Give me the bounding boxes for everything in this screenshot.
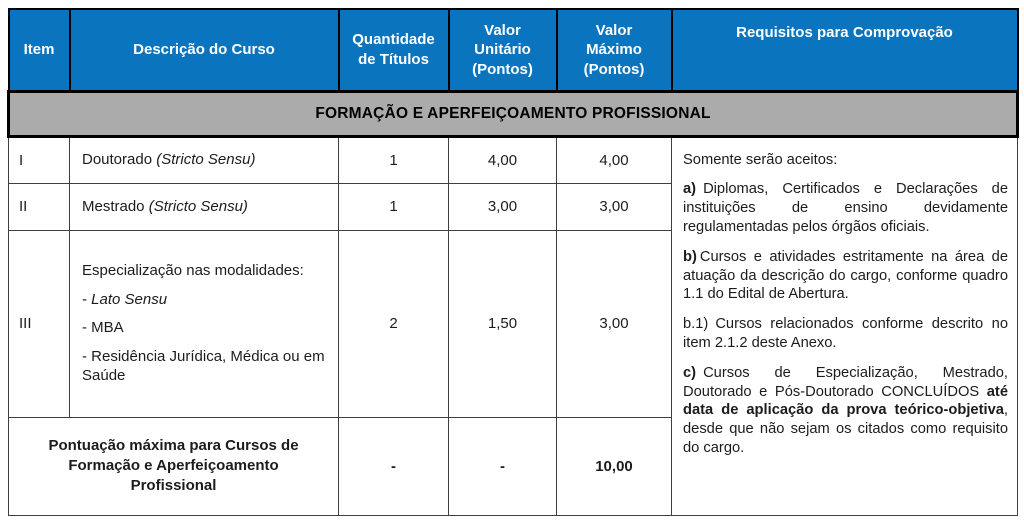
valor-unitario-cell: 1,50 bbox=[448, 229, 557, 418]
footer-row: Pontuação máxima para Cursos de Formação… bbox=[8, 416, 1018, 516]
section-banner: FORMAÇÃO E APERFEIÇOAMENTO PROFISSIONAL bbox=[7, 89, 1019, 138]
requirement-b-label: b) bbox=[683, 248, 697, 265]
valor-maximo-cell: 3,00 bbox=[556, 182, 672, 231]
requirement-b-text: Cursos e atividades estritamente na área… bbox=[683, 248, 1008, 303]
dash: - bbox=[82, 290, 92, 308]
requirement-item-b1: b.1) Cursos relacionados conforme descrit… bbox=[683, 315, 1008, 353]
item-cell: II bbox=[8, 182, 70, 231]
footer-valor-maximo-cell: 10,00 bbox=[556, 416, 672, 516]
requirement-c-text1: Cursos de Especialização, Mestrado, Dout… bbox=[683, 364, 1008, 400]
descricao-cell: Doutorado (Stricto Sensu) bbox=[69, 135, 339, 184]
col-header-valor-unitario: Valor Unitário (Pontos) bbox=[447, 8, 558, 92]
quantidade-cell: 1 bbox=[338, 182, 449, 231]
course-scoring-table-wrap: Item Descrição do Curso Quantidade de Tí… bbox=[7, 8, 1019, 516]
table-row-1: I Doutorado (Stricto Sensu) 1 4,00 4,00 … bbox=[8, 135, 1018, 516]
requirement-item-a: a) Diplomas, Certificados e Declarações d… bbox=[683, 180, 1008, 236]
modalidade-mba: - MBA bbox=[82, 319, 124, 337]
modalidade-residencia: - Residência Jurídica, Médica ou em Saúd… bbox=[82, 347, 325, 385]
requirement-item-b: b) Cursos e atividades estritamente na ár… bbox=[683, 248, 1008, 304]
item-cell: I bbox=[8, 135, 70, 184]
section-banner-row: FORMAÇÃO E APERFEIÇOAMENTO PROFISSIONAL bbox=[7, 89, 1019, 138]
requirement-intro: Somente serão aceitos: bbox=[683, 151, 838, 168]
course-scoring-table: Item Descrição do Curso Quantidade de Tí… bbox=[7, 8, 1019, 516]
requirement-item-c: c) Cursos de Especialização, Mestrado, Do… bbox=[683, 364, 1008, 458]
table-row-3: III Especialização nas modalidades: - La… bbox=[8, 229, 1018, 418]
footer-label-cell: Pontuação máxima para Cursos de Formação… bbox=[8, 416, 339, 516]
descricao-cell: Especialização nas modalidades: - Lato S… bbox=[69, 229, 339, 418]
footer-valor-unitario-cell: - bbox=[448, 416, 557, 516]
curso-nome-italico: (Stricto Sensu) bbox=[148, 197, 248, 215]
requirement-c-label: c) bbox=[683, 364, 697, 381]
col-header-requisitos: Requisitos para Comprovação bbox=[670, 8, 1019, 92]
modalidade-lato-sensu: - Lato Sensu bbox=[82, 290, 328, 310]
quantidade-cell: 2 bbox=[338, 229, 449, 418]
valor-unitario-cell: 4,00 bbox=[448, 135, 557, 184]
col-header-quantidade: Quantidade de Títulos bbox=[337, 8, 450, 92]
quantidade-cell: 1 bbox=[338, 135, 449, 184]
curso-nome: Mestrado bbox=[82, 197, 145, 215]
table-row-2: II Mestrado (Stricto Sensu) 1 3,00 3,00 bbox=[8, 182, 1018, 231]
descricao-cell: Mestrado (Stricto Sensu) bbox=[69, 182, 339, 231]
requisitos-cell: Somente serão aceitos: a) Diplomas, Certi… bbox=[671, 135, 1018, 516]
valor-maximo-cell: 4,00 bbox=[556, 135, 672, 184]
requirement-a-label: a) bbox=[683, 181, 697, 198]
header-row: Item Descrição do Curso Quantidade de Tí… bbox=[7, 8, 1019, 92]
valor-unitario-cell: 3,00 bbox=[448, 182, 557, 231]
curso-nome-italico: (Stricto Sensu) bbox=[156, 151, 256, 169]
col-header-descricao: Descrição do Curso bbox=[68, 8, 340, 92]
curso-nome: Doutorado bbox=[82, 151, 153, 169]
col-header-item: Item bbox=[7, 8, 71, 92]
modalidades-intro: Especialização nas modalidades: bbox=[82, 262, 304, 280]
valor-maximo-cell: 3,00 bbox=[556, 229, 672, 418]
item-cell: III bbox=[8, 229, 70, 418]
requirement-b1-text: Cursos relacionados conforme descrito no… bbox=[683, 316, 1008, 351]
requirement-c-bold: até data de aplicação da prova teórico-o… bbox=[683, 383, 1008, 419]
requirement-c-text2: , desde que não sejam os citados como re… bbox=[683, 402, 1008, 457]
requirement-a-text: Diplomas, Certificados e Declarações de … bbox=[683, 181, 1008, 235]
requirement-b1-label: b.1) bbox=[683, 316, 709, 333]
col-header-valor-maximo: Valor Máximo (Pontos) bbox=[555, 8, 673, 92]
modalidade-lato-sensu-text: Lato Sensu bbox=[91, 290, 168, 308]
footer-quantidade-cell: - bbox=[338, 416, 449, 516]
